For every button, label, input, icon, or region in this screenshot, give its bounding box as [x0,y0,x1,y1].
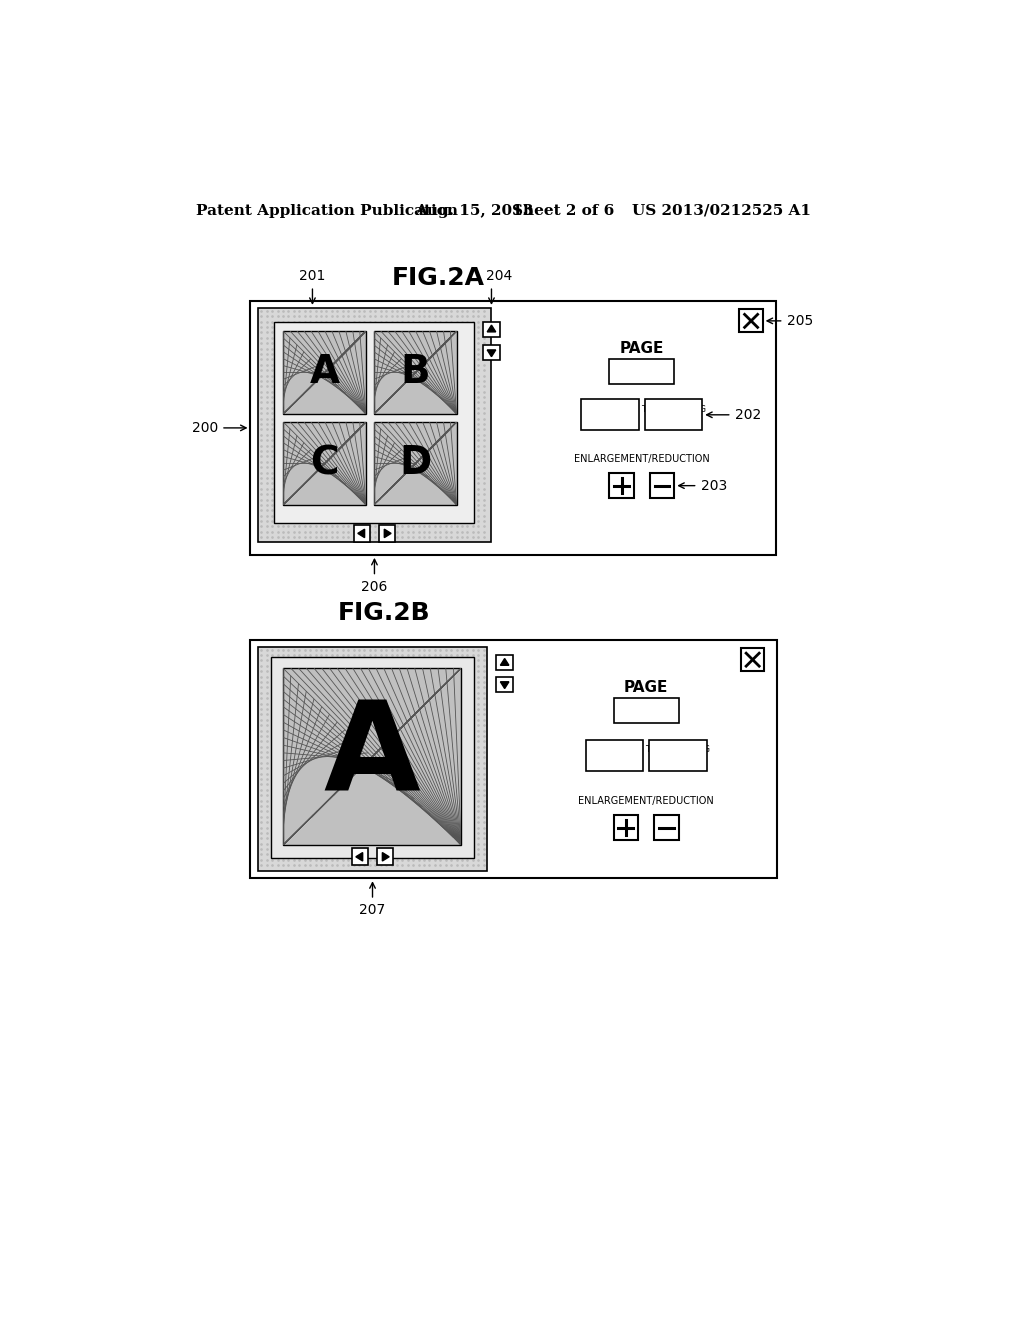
Text: US 2013/0212525 A1: US 2013/0212525 A1 [632,203,811,218]
Bar [251,640,777,878]
Bar [273,322,474,524]
Bar [374,422,457,504]
Bar [258,308,490,543]
Bar [258,647,486,871]
Bar [613,816,638,840]
Bar [374,331,457,414]
Text: 201: 201 [299,269,326,284]
Bar [496,677,513,692]
Text: 203: 203 [700,479,727,492]
Text: TO PREVIOUS
PAGE: TO PREVIOUS PAGE [586,746,643,764]
Text: 205: 205 [786,314,813,327]
Text: FIG.2B: FIG.2B [338,601,430,624]
Text: 200: 200 [191,421,218,434]
Text: B: B [400,354,430,392]
Bar [609,474,634,498]
Bar [645,400,702,430]
Bar [483,322,500,337]
Text: Patent Application Publication: Patent Application Publication [197,203,458,218]
Text: 204: 204 [486,269,512,284]
Bar [379,525,394,543]
Bar [283,668,461,845]
Bar [283,331,366,414]
Text: C: C [310,445,339,482]
Bar [649,739,707,771]
Bar [496,655,513,671]
Bar [377,849,392,866]
Bar [613,698,679,723]
Bar [283,668,461,845]
Polygon shape [382,853,389,861]
Text: 2/5: 2/5 [633,701,659,719]
Text: Aug. 15, 2013: Aug. 15, 2013 [415,203,534,218]
Text: 2/5: 2/5 [629,363,655,380]
Text: ENLARGEMENT/REDUCTION: ENLARGEMENT/REDUCTION [573,454,710,465]
Polygon shape [487,350,496,356]
Text: D: D [399,445,431,482]
Bar [251,301,776,554]
Text: 206: 206 [361,579,388,594]
Text: ENLARGEMENT/REDUCTION: ENLARGEMENT/REDUCTION [579,796,714,807]
Polygon shape [501,681,509,689]
Text: TO PREVIOUS
PAGE: TO PREVIOUS PAGE [582,405,638,425]
Polygon shape [487,325,496,331]
Bar [483,345,500,360]
Polygon shape [384,529,391,537]
Text: TO FOLLOWING
PAGE: TO FOLLOWING PAGE [645,746,711,764]
Text: A: A [324,696,421,817]
Text: Sheet 2 of 6: Sheet 2 of 6 [512,203,613,218]
Bar [374,331,457,414]
Bar [609,359,675,384]
Bar [582,400,639,430]
Text: A: A [309,354,340,392]
Bar [283,422,366,504]
Bar [374,422,457,504]
Polygon shape [356,853,362,861]
Text: TO FOLLOWING
PAGE: TO FOLLOWING PAGE [641,405,707,425]
Bar [654,816,679,840]
Text: 207: 207 [359,903,386,917]
Bar [354,525,370,543]
Bar [739,309,763,333]
Polygon shape [501,659,509,665]
Text: 202: 202 [735,408,761,422]
Text: PAGE: PAGE [620,341,664,356]
Text: PAGE: PAGE [624,680,669,694]
Bar [270,657,474,858]
Polygon shape [357,529,365,537]
Bar [741,648,764,671]
Bar [283,422,366,504]
Bar [352,849,368,866]
Bar [649,474,675,498]
Text: FIG.2A: FIG.2A [391,265,484,290]
Bar [586,739,643,771]
Bar [283,331,366,414]
